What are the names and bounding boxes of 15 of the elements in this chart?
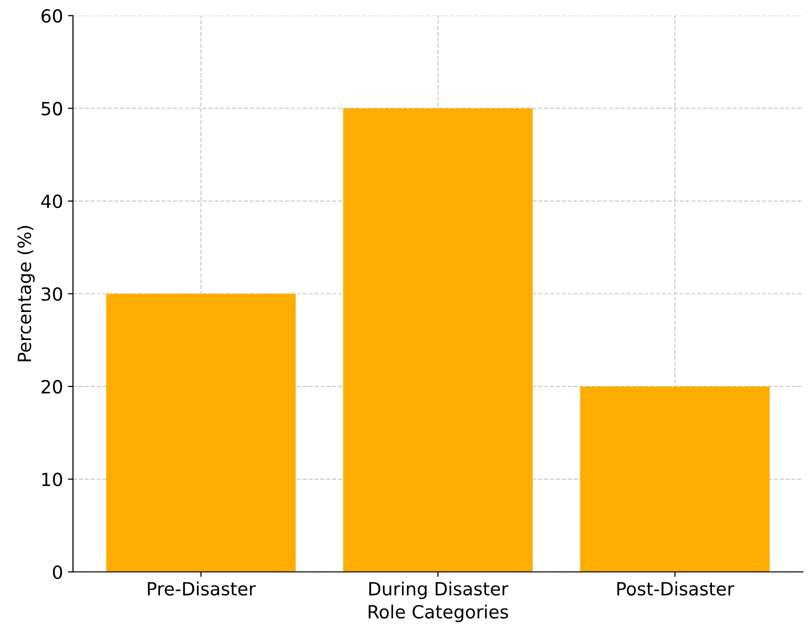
x-tick-label: During Disaster xyxy=(369,582,508,600)
y-tick-label: 20 xyxy=(42,380,62,394)
x-tick-label: Pre-Disaster xyxy=(148,582,256,596)
bar xyxy=(343,108,533,572)
y-tick-label: 30 xyxy=(42,287,62,301)
bar xyxy=(106,294,296,572)
y-tick-label: 50 xyxy=(42,102,62,116)
y-tick-label: 40 xyxy=(41,194,62,208)
y-tick-label: 0 xyxy=(52,565,62,579)
y-axis-title: Percentage (%) xyxy=(17,226,35,362)
bar xyxy=(580,386,770,572)
y-tick-label: 10 xyxy=(42,472,62,486)
x-tick-label: Post-Disaster xyxy=(617,582,734,596)
x-axis-title: Role Categories xyxy=(368,604,508,622)
y-tick-label: 60 xyxy=(42,9,62,23)
